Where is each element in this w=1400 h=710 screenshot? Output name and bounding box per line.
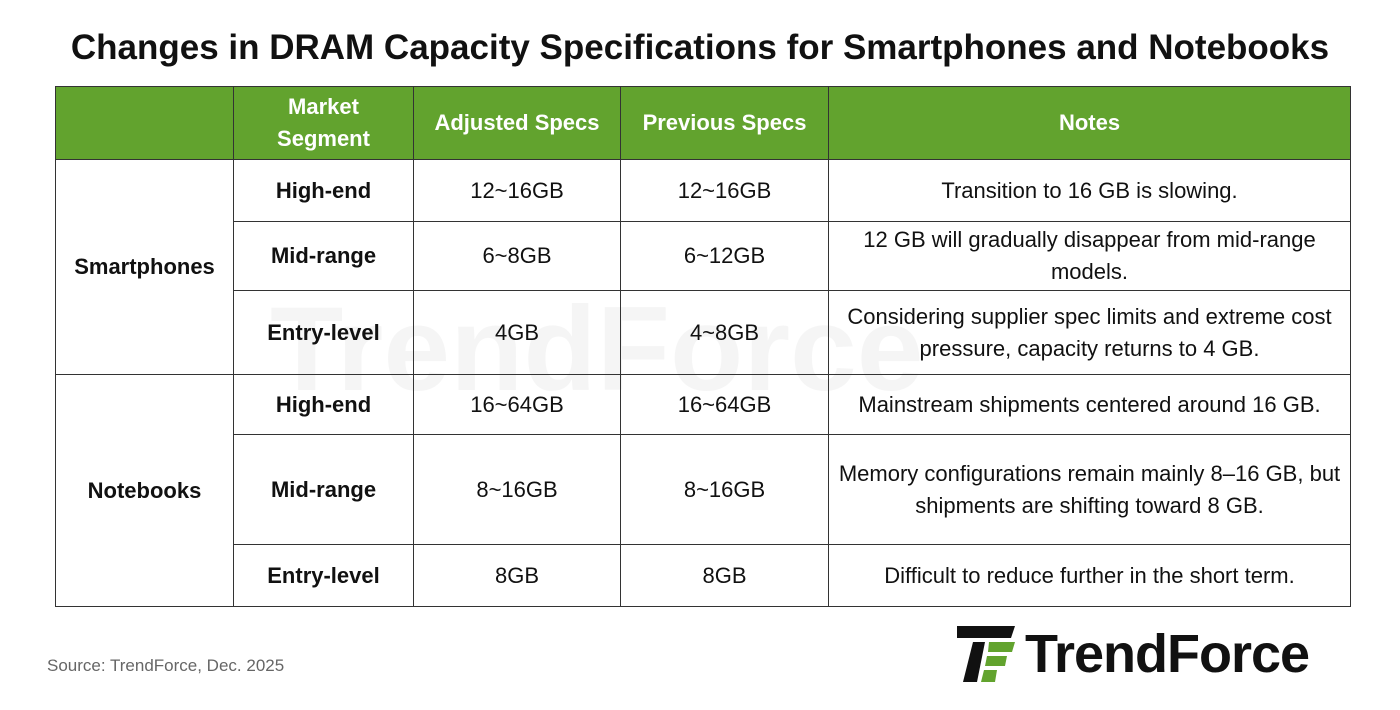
table-row: Mid-range 6~8GB 6~12GB 12 GB will gradually… (56, 221, 1351, 291)
spec-cell: 8GB (413, 544, 621, 607)
header-cell (55, 86, 234, 160)
spec-cell: 12~16GB (413, 159, 621, 222)
logo: TrendForce (955, 622, 1310, 686)
logo-icon (957, 626, 1015, 682)
header-cell: Notes (828, 86, 1351, 160)
spec-table: Market Segment Adjusted Specs Previous Spe… (55, 86, 1351, 607)
segment-cell: Entry-level (233, 290, 414, 375)
notes-cell: Memory configurations remain mainly 8–16… (828, 434, 1351, 545)
header-cell: Previous Specs (620, 86, 829, 160)
spec-cell: 6~8GB (413, 221, 621, 291)
table-row: Entry-level 4GB 4~8GB Considering supplier … (56, 290, 1351, 375)
table-row: Smartphones High-end 12~16GB 12~16GB Transit… (55, 159, 1351, 375)
table-row: Entry-level 8GB 8GB Difficult to reduce fur… (56, 544, 1351, 607)
notes-cell: Transition to 16 GB is slowing. (828, 159, 1351, 222)
table-row: Mid-range 8~16GB 8~16GB Memory configuratio… (56, 434, 1351, 545)
spec-cell: 12~16GB (620, 159, 829, 222)
segment-cell: Mid-range (233, 434, 414, 545)
notes-cell: Mainstream shipments centered around 16 … (828, 374, 1351, 435)
notes-cell: Difficult to reduce further in the short… (828, 544, 1351, 607)
segment-cell: High-end (233, 374, 414, 435)
source: Source: TrendForce, Dec. 2025 (47, 656, 285, 675)
table-row: Notebooks High-end 16~64GB 16~64GB Mainstrea… (55, 374, 1351, 607)
segment-cell: Entry-level (233, 544, 414, 607)
segment-cell: Mid-range (233, 221, 414, 291)
logo-text: TrendForce (1025, 624, 1310, 684)
header-cell: Adjusted Specs (413, 86, 621, 160)
spec-cell: 6~12GB (620, 221, 829, 291)
spec-cell: 8~16GB (413, 434, 621, 545)
spec-cell: 4GB (413, 290, 621, 375)
spec-cell: 4~8GB (620, 290, 829, 375)
spec-cell: 8GB (620, 544, 829, 607)
spec-cell: 8~16GB (620, 434, 829, 545)
segment-cell: High-end (233, 159, 414, 222)
group-cell: Smartphones (55, 159, 234, 375)
spec-cell: 16~64GB (620, 374, 829, 435)
header-cell: Market Segment (233, 86, 414, 160)
spec-cell: 16~64GB (413, 374, 621, 435)
notes-cell: 12 GB will gradually disappear from mid-… (828, 221, 1351, 291)
group-cell: Notebooks (55, 374, 234, 607)
title: Changes in DRAM Capacity Specifications … (70, 28, 1330, 67)
notes-cell: Considering supplier spec limits and ext… (828, 290, 1351, 375)
header-row: Market Segment Adjusted Specs Previous Spe… (55, 86, 1351, 160)
